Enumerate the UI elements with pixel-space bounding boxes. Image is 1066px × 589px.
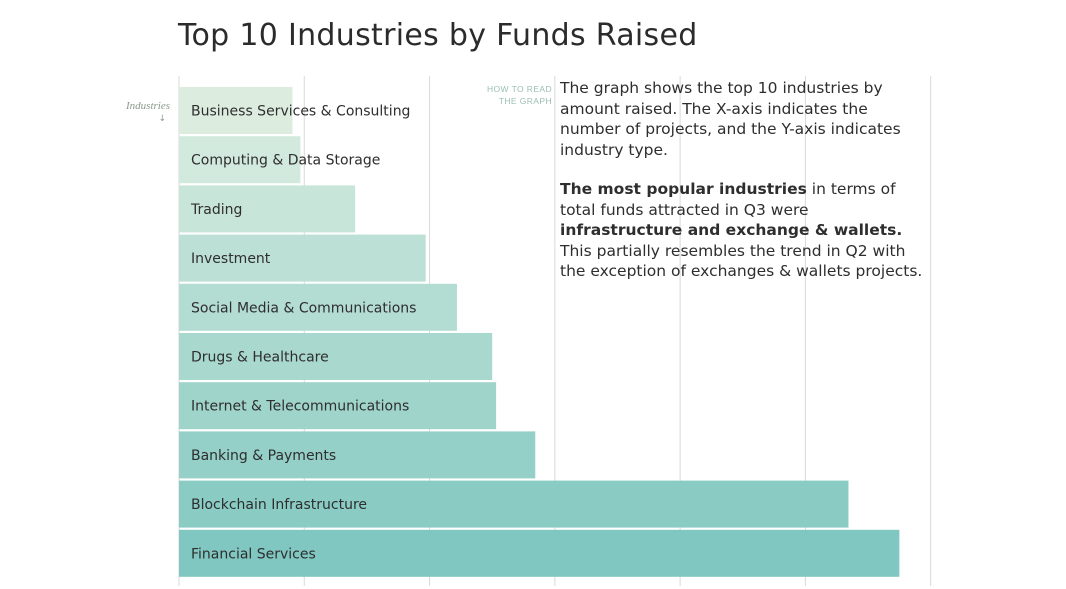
bar-4	[179, 283, 457, 331]
chart-title: Top 10 Industries by Funds Raised	[178, 18, 698, 53]
bar-9	[179, 529, 900, 577]
bar-label-1: Computing & Data Storage	[191, 153, 380, 169]
bar-5	[179, 333, 493, 380]
bar-label-2: Trading	[190, 202, 242, 218]
bar-label-5: Drugs & Healthcare	[191, 350, 329, 366]
bar-label-6: Internet & Telecommunications	[191, 399, 409, 415]
bar-2	[179, 185, 356, 233]
description-text-2: This partially resembles the trend in Q2…	[560, 241, 923, 281]
bar-label-4: Social Media & Communications	[191, 300, 416, 316]
bar-label-0: Business Services & Consulting	[191, 104, 410, 120]
y-axis-label-group: Industries ↓	[110, 100, 170, 124]
bar-layer: Business Services & Consulting Computing …	[179, 87, 900, 577]
bar-1	[179, 136, 301, 184]
bar-3	[179, 234, 426, 282]
bar-label-9: Financial Services	[191, 546, 316, 562]
bar-8	[179, 480, 849, 528]
description-bold-1: The most popular industries	[560, 180, 807, 198]
how-to-read-label: HOW TO READ THE GRAPH	[486, 84, 552, 106]
description-paragraph-1: The graph shows the top 10 industries by…	[560, 79, 901, 159]
description-bold-2: infrastructure and exchange & wallets.	[560, 221, 903, 239]
description-paragraph-2: The most popular industries in terms of …	[560, 179, 932, 282]
bar-label-3: Investment	[191, 251, 271, 267]
bar-0	[179, 87, 293, 134]
bar-label-8: Blockchain Infrastructure	[191, 497, 367, 513]
description-text-1: in terms of total funds attracted in Q3 …	[560, 180, 896, 219]
arrow-down-icon: ↓	[158, 114, 166, 124]
bar-7	[179, 431, 536, 479]
bar-6	[179, 382, 497, 430]
description-text: The graph shows the top 10 industries by…	[560, 78, 932, 282]
y-axis-label: Industries	[126, 100, 170, 112]
bar-label-7: Banking & Payments	[191, 448, 336, 464]
